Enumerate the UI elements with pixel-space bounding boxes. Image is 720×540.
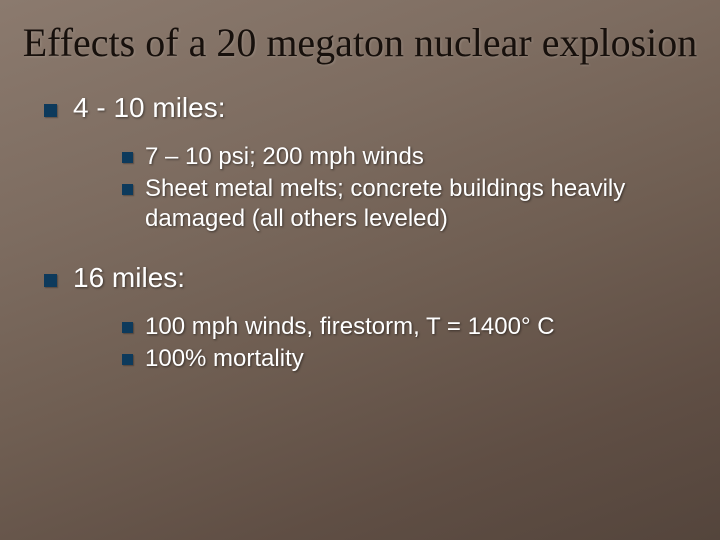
level2-text: 100% mortality — [145, 344, 304, 374]
slide-content: 4 - 10 miles: 7 – 10 psi; 200 mph winds … — [0, 92, 720, 374]
level1-text: 16 miles: — [73, 262, 185, 294]
level1-text: 4 - 10 miles: — [73, 92, 226, 124]
square-bullet-icon — [122, 354, 133, 365]
list-item: 16 miles: — [44, 262, 690, 294]
list-item: 7 – 10 psi; 200 mph winds — [122, 142, 690, 172]
square-bullet-icon — [122, 184, 133, 195]
square-bullet-icon — [44, 274, 57, 287]
square-bullet-icon — [122, 152, 133, 163]
square-bullet-icon — [122, 322, 133, 333]
slide-title: Effects of a 20 megaton nuclear explosio… — [0, 0, 720, 92]
list-item: 4 - 10 miles: — [44, 92, 690, 124]
level2-text: 7 – 10 psi; 200 mph winds — [145, 142, 424, 172]
sublist: 7 – 10 psi; 200 mph winds Sheet metal me… — [44, 142, 690, 234]
sublist: 100 mph winds, firestorm, T = 1400° C 10… — [44, 312, 690, 374]
list-item: 100% mortality — [122, 344, 690, 374]
slide: Effects of a 20 megaton nuclear explosio… — [0, 0, 720, 540]
square-bullet-icon — [44, 104, 57, 117]
list-item: Sheet metal melts; concrete buildings he… — [122, 174, 690, 234]
list-item: 100 mph winds, firestorm, T = 1400° C — [122, 312, 690, 342]
level2-text: Sheet metal melts; concrete buildings he… — [145, 174, 690, 234]
level2-text: 100 mph winds, firestorm, T = 1400° C — [145, 312, 555, 342]
